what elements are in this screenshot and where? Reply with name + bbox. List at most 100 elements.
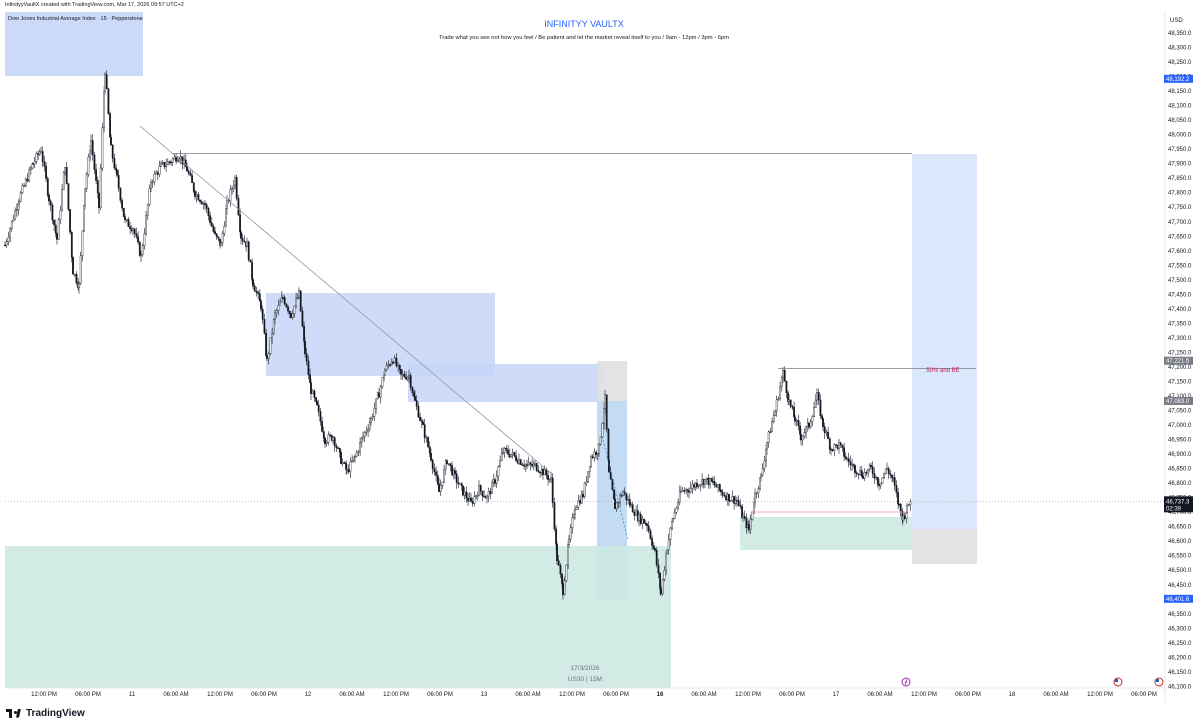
candle-body	[827, 431, 830, 439]
candle-body	[897, 492, 900, 505]
candle-body	[613, 489, 616, 500]
candle-body	[503, 448, 506, 453]
candle-body	[57, 219, 60, 240]
price-tag-low-bg	[1164, 594, 1193, 603]
alert-icon[interactable]	[901, 677, 911, 687]
candle-body	[667, 539, 670, 551]
price-tick-label: 47,500.0	[1168, 278, 1192, 284]
price-tag-mid: 47,221.5	[1166, 359, 1190, 365]
candle-body	[43, 161, 46, 167]
candle-body	[630, 504, 632, 506]
candle-body	[873, 473, 876, 479]
candle-body	[822, 418, 824, 427]
candle-body	[431, 459, 434, 469]
candle-body	[362, 436, 364, 439]
price-tick-label: 47,700.0	[1168, 220, 1192, 226]
price-tags-layer: 48,192.2 47,221.5 47,083.0 46,401.6 46,737.3…	[1164, 74, 1193, 603]
time-tick-label: 06:00 PM	[1131, 692, 1157, 698]
candle-body	[627, 499, 630, 501]
annotations-layer: INFINITYY VAULTX Trade what you see not …	[439, 19, 960, 683]
candle-body	[766, 442, 768, 450]
candle-body	[398, 364, 401, 370]
candle-body	[868, 465, 871, 470]
candle-body	[847, 458, 850, 462]
candle-body	[389, 364, 391, 366]
candle-body	[143, 233, 146, 246]
candle-body	[683, 490, 686, 492]
candle-body	[200, 201, 203, 205]
price-tick-label: 47,250.0	[1168, 350, 1192, 356]
candle-body	[497, 466, 500, 477]
candle-body	[367, 428, 369, 432]
price-tick-label: 47,950.0	[1168, 147, 1192, 153]
candle-body	[805, 426, 808, 434]
candle-body	[127, 219, 130, 227]
candle-body	[585, 481, 588, 484]
candle-body	[660, 588, 662, 594]
price-tick-label: 46,500.0	[1168, 568, 1192, 574]
candle-body	[363, 432, 366, 437]
candle-body	[296, 297, 299, 299]
symbol-legend[interactable]: Dow Jones Industrial Average Index · 15 …	[8, 16, 143, 22]
candle-body	[111, 144, 114, 159]
candle-body	[288, 311, 291, 314]
price-axis[interactable]: USD 46,100.0 46,150.0 46,200.0 46,250.0 46,3…	[1168, 18, 1192, 690]
candle-body	[285, 303, 288, 308]
candle-body	[321, 421, 323, 432]
price-tick-label: 47,650.0	[1168, 234, 1192, 240]
candle-body	[777, 398, 780, 400]
candle-body	[537, 470, 540, 473]
candle-body	[903, 515, 906, 519]
candle-body	[788, 399, 790, 402]
flag-us-icon-2	[1154, 677, 1164, 687]
candle-body	[907, 504, 910, 506]
candle-body	[303, 325, 305, 342]
price-tick-label: 48,000.0	[1168, 133, 1192, 139]
candle-body	[89, 150, 92, 158]
candle-body	[406, 376, 409, 380]
candle-body	[232, 184, 235, 189]
candle-body	[849, 461, 852, 466]
candle-body	[686, 489, 689, 492]
tradingview-wordmark: TradingView	[26, 708, 85, 719]
price-chart[interactable]: INFINITYY VAULTX Trade what you see not …	[0, 12, 1200, 703]
candle-body	[293, 305, 296, 315]
candle-body	[385, 364, 388, 371]
candle-body	[556, 544, 558, 562]
candle-body	[329, 434, 331, 437]
candle-body	[229, 189, 232, 202]
candle-body	[854, 465, 856, 473]
price-tick-label: 46,150.0	[1168, 670, 1192, 676]
supply-zone-lower	[408, 364, 603, 402]
tradingview-logo[interactable]: TradingView	[6, 708, 85, 719]
candle-body	[782, 370, 784, 378]
candle-body	[12, 218, 15, 222]
candle-body	[783, 370, 786, 382]
candle-body	[707, 477, 710, 485]
candle-body	[444, 460, 447, 470]
candle-body	[83, 205, 86, 232]
time-tick-label: 12:00 PM	[735, 692, 761, 698]
candle-body	[255, 291, 258, 293]
candle-body	[383, 374, 385, 378]
candle-body	[774, 410, 776, 416]
candle-body	[231, 188, 233, 190]
candle-body	[179, 156, 182, 159]
candle-body	[304, 341, 306, 354]
candle-body	[199, 200, 201, 202]
candle-body	[593, 451, 596, 458]
candle-body	[835, 444, 838, 446]
candle-body	[757, 488, 760, 494]
price-tick-label: 46,550.0	[1168, 554, 1192, 560]
candle-body	[611, 479, 614, 490]
price-tick-label: 47,300.0	[1168, 336, 1192, 342]
candle-body	[609, 471, 612, 480]
candle-body	[183, 159, 185, 165]
candle-body	[639, 514, 642, 524]
candle-body	[163, 162, 166, 168]
candle-body	[309, 374, 311, 383]
candle-body	[129, 226, 131, 229]
candle-body	[95, 169, 98, 181]
price-tick-label: 47,150.0	[1168, 379, 1192, 385]
candle-body	[893, 477, 896, 486]
